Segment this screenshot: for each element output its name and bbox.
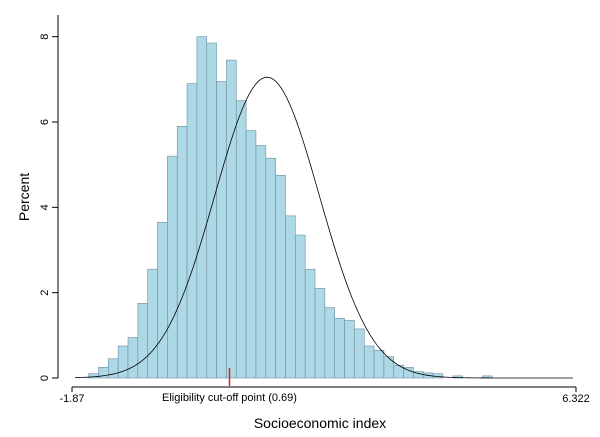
- normal-density-curve: [75, 76, 573, 379]
- histogram-bar: [334, 317, 345, 379]
- x-tick-label: -1.87: [59, 393, 84, 405]
- histogram-bar: [285, 215, 296, 379]
- histogram-bar: [186, 83, 198, 379]
- y-tick-label: 8: [39, 34, 51, 40]
- histogram-bar: [127, 337, 139, 379]
- histogram-bar: [117, 345, 129, 379]
- y-tick-label: 2: [39, 290, 51, 296]
- y-axis-ticks: 0 2 4 6 8: [39, 34, 58, 381]
- y-tick-label: 6: [39, 119, 51, 125]
- x-tick-label: 6.322: [562, 393, 590, 405]
- histogram-bar: [157, 221, 168, 379]
- histogram-bar: [196, 36, 208, 379]
- histogram-bar: [255, 145, 267, 379]
- histogram-bar: [137, 303, 148, 379]
- histogram-bar: [235, 100, 247, 379]
- histogram-bar: [354, 328, 365, 379]
- histogram-bar: [216, 81, 227, 379]
- histogram-bar: [275, 175, 286, 379]
- histogram-bar: [226, 59, 237, 379]
- histogram-bar: [383, 356, 395, 379]
- histogram-bar: [176, 125, 188, 379]
- cutoff-annotation: Eligibility cut-off point (0.69): [162, 392, 297, 404]
- histogram-bar: [304, 268, 316, 379]
- histogram-bar: [363, 345, 375, 379]
- y-axis-title: Percent: [16, 173, 32, 221]
- histogram-bar: [206, 42, 217, 379]
- histogram-bar: [265, 157, 276, 379]
- histogram-bar: [295, 234, 306, 379]
- histogram-bar: [344, 320, 355, 379]
- x-axis-title: Socioeconomic index: [254, 415, 386, 431]
- y-tick-label: 4: [39, 204, 51, 210]
- histogram-bar: [245, 130, 257, 379]
- y-tick-label: 0: [39, 375, 51, 381]
- histogram-bar: [324, 307, 335, 379]
- histogram-bars: [88, 36, 493, 379]
- histogram-bar: [167, 155, 178, 379]
- x-axis-ticks: -1.87 6.322: [59, 387, 590, 405]
- histogram-bar: [314, 288, 326, 379]
- histogram-bar: [147, 268, 158, 379]
- histogram-bar: [373, 349, 385, 379]
